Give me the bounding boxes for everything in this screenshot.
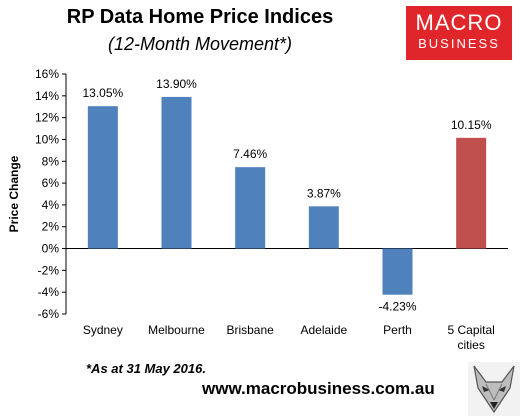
data-label: 13.90%	[156, 77, 197, 91]
logo-line-2: BUSINESS	[418, 36, 500, 51]
y-tick-label: 16%	[35, 67, 59, 81]
y-tick-label: 14%	[35, 89, 59, 103]
category-label: 5 Capital	[447, 323, 494, 337]
data-label: 7.46%	[233, 147, 267, 161]
y-tick-label: 12%	[35, 111, 59, 125]
y-tick-label: -2%	[38, 263, 60, 277]
category-label: Melbourne	[148, 323, 205, 337]
fox-head-icon	[468, 362, 520, 416]
category-label: Brisbane	[226, 323, 274, 337]
macrobusiness-logo: MACRO BUSINESS	[406, 6, 512, 60]
data-label: 3.87%	[307, 186, 341, 200]
y-tick-label: 2%	[42, 220, 60, 234]
footnote: *As at 31 May 2016.	[86, 361, 206, 376]
y-tick-label: 6%	[42, 176, 60, 190]
category-label: Adelaide	[300, 323, 347, 337]
y-tick-label: 0%	[42, 242, 60, 256]
y-tick-label: 10%	[35, 132, 59, 146]
y-tick-label: 4%	[42, 198, 60, 212]
y-tick-label: 8%	[42, 154, 60, 168]
bar-melbourne	[161, 96, 192, 249]
category-label: Perth	[383, 323, 412, 337]
y-tick-label: -4%	[38, 285, 60, 299]
y-tick-label: -6%	[38, 307, 60, 321]
category-label: Sydney	[83, 323, 123, 337]
data-label: 10.15%	[451, 118, 492, 132]
chart-title: RP Data Home Price Indices	[66, 6, 334, 28]
bar-5-capital-cities	[456, 137, 487, 249]
bar-chart: 16% 14% 12% 10% 8% 6% 4% 2% 0% -2% -4% -6% Price Cha…	[7, 67, 508, 352]
website-url: www.macrobusiness.com.au	[202, 379, 435, 398]
chart-subtitle: (12-Month Movement*)	[107, 34, 293, 54]
bar-adelaide	[308, 206, 339, 249]
bar-perth	[382, 248, 413, 295]
bar-brisbane	[235, 167, 266, 249]
bar-sydney	[87, 106, 118, 249]
category-label: cities	[457, 338, 484, 352]
logo-line-1: MACRO	[415, 10, 503, 35]
data-label: -4.23%	[378, 300, 416, 314]
y-axis-title: Price Change	[7, 155, 21, 232]
data-label: 13.05%	[82, 86, 123, 100]
